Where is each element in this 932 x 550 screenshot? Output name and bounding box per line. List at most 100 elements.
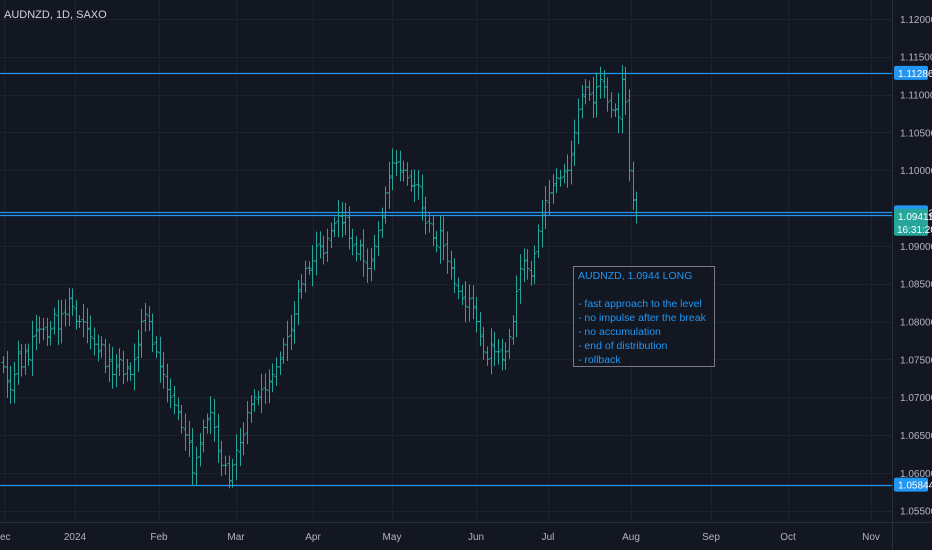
price-bar (551, 174, 556, 205)
price-bar (41, 317, 46, 341)
price-bar (503, 342, 508, 370)
price-bar (383, 186, 388, 224)
price-bar (365, 248, 370, 283)
price-bar (8, 365, 13, 404)
price-bar (132, 343, 137, 391)
y-tick-label: 1.06500 (900, 431, 932, 442)
price-bar (219, 440, 224, 477)
price-bar (507, 328, 512, 359)
price-bar (299, 274, 304, 299)
price-bar (390, 148, 395, 191)
price-bar (449, 250, 454, 280)
price-bar (540, 199, 545, 248)
price-bar (398, 150, 403, 182)
price-bar (445, 231, 450, 274)
y-tick-label: 1.12000 (900, 15, 932, 26)
price-bar (492, 331, 497, 367)
price-bar (460, 284, 465, 306)
price-bar (267, 369, 272, 404)
note-line: - fast approach to the level (578, 298, 702, 310)
price-bar (310, 245, 315, 287)
price-bar (85, 308, 90, 344)
x-tick-label: Aug (622, 532, 640, 543)
price-bar (117, 348, 122, 377)
x-tick-label: Jul (542, 532, 555, 543)
price-bar (525, 248, 530, 280)
price-bar (270, 363, 275, 393)
price-bar (176, 397, 181, 421)
price-bar (591, 76, 596, 119)
y-tick-label: 1.10000 (900, 166, 932, 177)
price-bar (77, 315, 82, 328)
price-bar (631, 161, 636, 211)
price-bar (63, 299, 68, 327)
price-bar (576, 98, 581, 145)
price-bar (536, 224, 541, 258)
x-tick-label: Oct (780, 532, 796, 543)
price-bar (376, 221, 381, 257)
trade-note[interactable]: AUDNZD, 1.0944 LONG - fast approach to t… (573, 266, 715, 367)
price-bar (285, 320, 290, 362)
x-tick-label: Feb (150, 532, 168, 543)
price-bar (45, 317, 50, 347)
y-tick-label: 1.08000 (900, 318, 932, 329)
ohlc-bars (1, 65, 639, 489)
price-bar (558, 169, 563, 187)
price-bar (594, 72, 599, 118)
y-tick-label: 1.11000 (900, 91, 932, 102)
price-bar (194, 446, 199, 485)
price-bar (605, 77, 610, 112)
price-bar (434, 231, 439, 253)
price-bar (387, 161, 392, 209)
price-bar (198, 433, 203, 467)
price-bar (37, 316, 42, 344)
price-bar (274, 357, 279, 386)
price-bar (358, 239, 363, 261)
price-bar (81, 303, 86, 338)
price-bar (307, 261, 312, 275)
price-bar (263, 373, 268, 404)
price-bar (441, 216, 446, 261)
price-bar (16, 340, 21, 385)
price-bar (67, 287, 72, 326)
price-bar (471, 285, 476, 320)
price-bar (514, 275, 519, 338)
price-bar (416, 170, 421, 200)
price-bar (554, 168, 559, 194)
level-price-tag: 1.05844 (898, 481, 932, 492)
price-bar (431, 216, 436, 247)
price-bar (190, 428, 195, 486)
price-bar (314, 231, 319, 276)
price-bar (321, 235, 326, 265)
countdown-label: 16:31:20 (897, 225, 932, 236)
price-bar (627, 89, 632, 182)
price-bar (580, 85, 585, 119)
level-price-tag: 1.11286 (898, 69, 932, 80)
price-bar (158, 336, 163, 383)
price-bar (569, 140, 574, 185)
price-bar (318, 231, 323, 259)
price-bar (325, 228, 330, 263)
price-bar (110, 346, 115, 389)
x-tick-label: Apr (305, 532, 321, 543)
price-bar (208, 396, 213, 434)
x-tick-label: Mar (227, 532, 245, 543)
price-bar (143, 302, 148, 332)
price-bar (161, 351, 166, 389)
x-tick-label: ec (0, 532, 11, 543)
price-bar (623, 66, 628, 115)
y-tick-label: 1.11500 (900, 53, 932, 64)
x-tick-label: Sep (702, 532, 720, 543)
price-bar (1, 356, 6, 374)
price-bar (354, 236, 359, 262)
price-bar (70, 288, 75, 316)
price-bar (427, 211, 432, 233)
price-bar (121, 350, 126, 385)
price-bar (150, 313, 155, 353)
price-bar (583, 79, 588, 105)
price-bar (522, 248, 527, 283)
price-bar (172, 385, 177, 415)
